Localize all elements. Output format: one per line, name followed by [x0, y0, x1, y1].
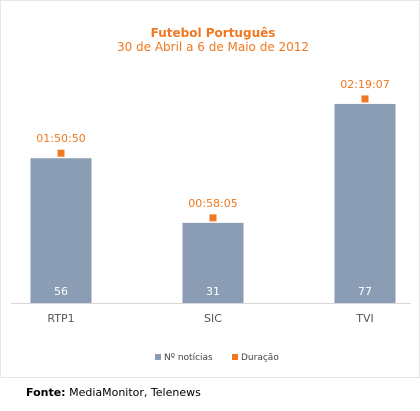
- bar-value-label: 77: [358, 285, 372, 298]
- chart-subtitle: 30 de Abril a 6 de Maio de 2012: [117, 40, 309, 54]
- legend: Nº notícias Duração: [155, 353, 279, 363]
- legend-swatch-noticias: [155, 354, 161, 360]
- source-note: Fonte: MediaMonitor, Telenews: [26, 386, 201, 399]
- x-tick-label: TVI: [355, 312, 374, 325]
- chart-svg: Futebol Português 30 de Abril a 6 de Mai…: [11, 26, 411, 363]
- duration-marker: [209, 214, 217, 222]
- bar-rtp1: [30, 158, 92, 303]
- duration-label: 02:19:07: [340, 78, 389, 91]
- x-tick-label: RTP1: [47, 312, 74, 325]
- duration-label: 01:50:50: [36, 132, 85, 145]
- source-label: Fonte:: [26, 386, 66, 399]
- x-tick-label: SIC: [204, 312, 222, 325]
- legend-swatch-duracao: [232, 354, 238, 360]
- bar-sic: [182, 222, 244, 303]
- chart-frame: Futebol Português 30 de Abril a 6 de Mai…: [0, 0, 420, 378]
- duration-marker: [57, 149, 65, 157]
- duration-marker: [361, 95, 369, 103]
- bar-tvi: [334, 103, 396, 304]
- chart-title: Futebol Português: [151, 26, 276, 40]
- plot-area: 56 RTP1 01:50:50 31 SIC 00:58:05 77 TVI 02:19:07: [11, 78, 411, 325]
- legend-label-duracao: Duração: [241, 353, 279, 363]
- source-text: MediaMonitor, Telenews: [69, 386, 201, 399]
- legend-label-noticias: Nº notícias: [164, 353, 213, 363]
- bar-value-label: 56: [54, 285, 68, 298]
- bar-value-label: 31: [206, 285, 220, 298]
- duration-label: 00:58:05: [188, 197, 237, 210]
